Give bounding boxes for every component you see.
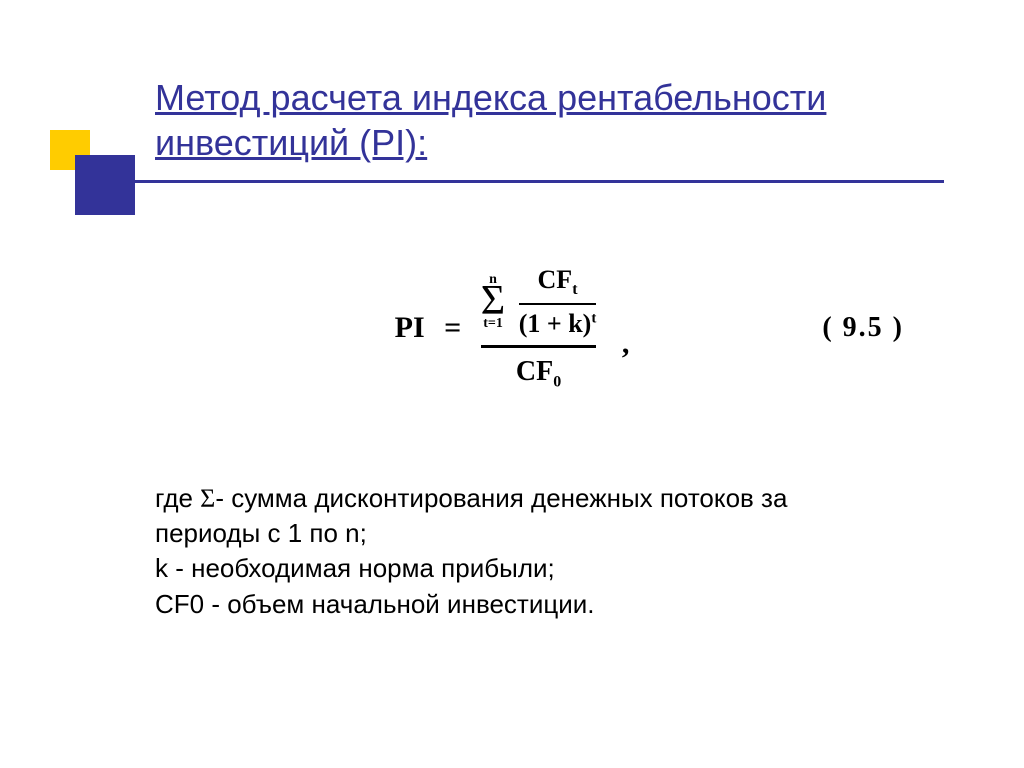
formula-equals: = [444, 311, 461, 345]
cf-zero: CF [516, 356, 553, 387]
cf-t: CF [538, 265, 573, 294]
title-line-1: Метод расчета индекса рентабельности [155, 77, 826, 118]
sum-lower: t=1 [481, 316, 505, 332]
trailing-comma: , [622, 327, 630, 361]
title-underline-bar [110, 180, 944, 183]
inner-fraction: CFt (1 + k)t [519, 265, 597, 339]
desc-line4: CF0 - объем начальной инвестиции. [155, 589, 595, 619]
accent-square-navy [75, 155, 135, 215]
formula-lhs: PI [395, 311, 425, 345]
desc-line1-rest: - сумма дисконтирования денежных потоков… [215, 483, 787, 513]
inner-frac-bottom: (1 + k)t [519, 305, 597, 339]
header: Метод расчета индекса рентабельности инв… [0, 0, 1024, 165]
desc-sigma: Σ [200, 484, 215, 513]
slide-title: Метод расчета индекса рентабельности инв… [155, 75, 944, 165]
formula-area: PI = n Σ t=1 CFt (1 + k)t [0, 265, 1024, 391]
title-container: Метод расчета индекса рентабельности инв… [155, 75, 944, 165]
sum-sigma: Σ [481, 284, 505, 320]
title-line-2: инвестиций (PI): [155, 122, 427, 163]
desc-line2: периоды с 1 по n; [155, 518, 367, 548]
power-t: t [591, 311, 596, 327]
equation-number: ( 9.5 ) [822, 312, 904, 344]
description-block: где Σ- сумма дисконтирования денежных по… [155, 481, 944, 621]
formula-main-fraction: n Σ t=1 CFt (1 + k)t CF0 [481, 265, 597, 391]
inner-frac-top: CFt [519, 265, 597, 303]
summation-block: n Σ t=1 [481, 272, 505, 332]
one-plus-k: (1 + k) [519, 309, 592, 338]
pi-formula: PI = n Σ t=1 CFt (1 + k)t [395, 265, 630, 391]
desc-line3: k - необходимая норма прибыли; [155, 553, 555, 583]
desc-where: где [155, 483, 200, 513]
cf-t-sub: t [572, 281, 577, 298]
cf-zero-sub: 0 [553, 373, 561, 390]
fraction-numerator: n Σ t=1 CFt (1 + k)t [481, 265, 597, 345]
fraction-denominator: CF0 [481, 348, 597, 392]
